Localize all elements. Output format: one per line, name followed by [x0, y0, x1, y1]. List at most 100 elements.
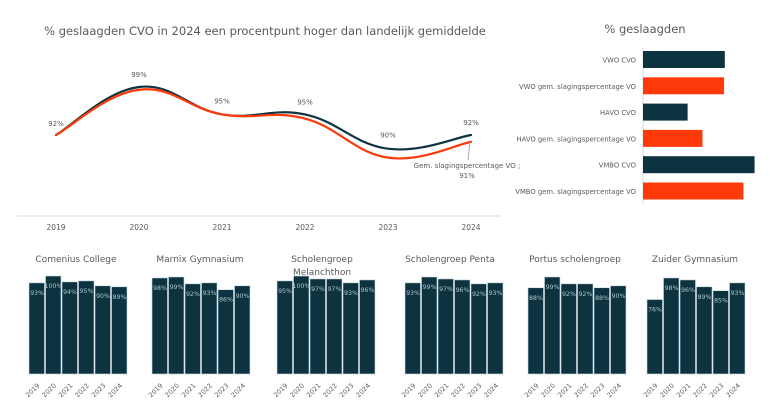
school-bar-chart: 95% 2019 100% 2020 97% 2021 97% 2022 93% 2023 96% 2…	[272, 275, 376, 399]
school-bar-label: 99%	[423, 284, 437, 291]
school-bar	[454, 279, 471, 375]
school-bar	[45, 275, 62, 375]
hbar-category-label: VWO gem. slagingspercentage VO	[519, 83, 636, 91]
school-x-tick-label: 2021	[305, 382, 322, 399]
x-tick-label: 2019	[46, 223, 65, 232]
school-x-tick-label: 2021	[57, 382, 74, 399]
school-bar-label: 99%	[546, 284, 560, 291]
school-x-tick-label: 2023	[466, 382, 483, 399]
school-x-tick-label: 2024	[355, 382, 372, 399]
data-label: 95%	[214, 97, 230, 105]
school-bar-label: 90%	[96, 293, 110, 300]
school-x-tick-label: 2020	[417, 382, 434, 399]
school-bar-label: 95%	[278, 288, 292, 295]
school-bar-label: 93%	[489, 290, 503, 297]
school-bar	[78, 280, 95, 375]
school-bar-label: 100%	[45, 283, 63, 290]
school-bar-label: 96%	[361, 287, 375, 294]
school-bar-label: 90%	[612, 293, 626, 300]
school-bar-label: 95%	[80, 288, 94, 295]
school-bar	[326, 278, 343, 375]
school-bar	[729, 282, 746, 375]
school-bar	[28, 282, 45, 375]
school-x-tick-label: 2024	[606, 382, 623, 399]
school-bar	[577, 283, 594, 375]
hbar	[643, 77, 725, 95]
school-bar-label: 93%	[731, 290, 745, 297]
national-line	[54, 88, 473, 160]
hbar	[643, 156, 755, 174]
school-bar-label: 93%	[203, 290, 217, 297]
school-bar-label: 90%	[236, 293, 250, 300]
x-tick-label: 2024	[461, 223, 480, 232]
school-bar	[404, 282, 421, 375]
school-x-tick-label: 2023	[708, 382, 725, 399]
school-bar	[560, 283, 577, 375]
school-bar-label: 92%	[186, 291, 200, 298]
school-bar-label: 94%	[63, 289, 77, 296]
school-chart-title: Marnix Gymnasium	[156, 255, 244, 265]
school-x-tick-label: 2019	[272, 382, 289, 399]
data-label: 92%	[463, 119, 479, 127]
cvo-line	[54, 85, 473, 151]
school-x-tick-label: 2019	[147, 382, 164, 399]
school-bar	[309, 278, 326, 375]
school-x-tick-label: 2023	[338, 382, 355, 399]
x-tick-label: 2021	[212, 223, 231, 232]
data-label: 92%	[48, 120, 64, 128]
school-x-tick-label: 2024	[483, 382, 500, 399]
school-x-tick-label: 2022	[74, 382, 91, 399]
school-bar	[201, 282, 218, 375]
school-bar-label: 86%	[219, 297, 233, 304]
school-x-tick-label: 2020	[41, 382, 58, 399]
school-x-tick-label: 2024	[230, 382, 247, 399]
school-x-tick-label: 2022	[573, 382, 590, 399]
school-bar	[276, 280, 293, 375]
school-bar-label: 92%	[472, 291, 486, 298]
school-bar	[470, 283, 487, 375]
school-x-tick-label: 2020	[164, 382, 181, 399]
school-bar	[61, 281, 78, 375]
hbar	[643, 129, 703, 147]
school-x-tick-label: 2022	[322, 382, 339, 399]
hbar	[643, 182, 744, 200]
school-bar-label: 93%	[406, 290, 420, 297]
school-x-tick-label: 2022	[450, 382, 467, 399]
school-bar	[593, 287, 610, 375]
school-bar	[168, 276, 185, 375]
school-bar-label: 97%	[311, 286, 325, 293]
school-bar-label: 85%	[714, 298, 728, 305]
school-x-tick-label: 2020	[289, 382, 306, 399]
school-chart-title: Portus scholengroep	[529, 255, 621, 265]
annotation-leader	[467, 141, 471, 161]
school-chart-title-line: Scholengroep	[291, 255, 353, 265]
school-bar	[544, 276, 561, 375]
school-chart-title: Scholengroep Penta	[405, 255, 495, 265]
school-bar-label: 99%	[170, 284, 184, 291]
data-label: 95%	[297, 98, 313, 106]
hbar-category-label: VWO CVO	[602, 57, 636, 65]
school-bar-label: 76%	[648, 307, 662, 314]
school-bar-label: 88%	[529, 295, 543, 302]
school-bar-chart: 88% 2019 99% 2020 92% 2021 92% 2022 88% 2023 90% 20…	[523, 276, 627, 399]
school-bar	[646, 299, 663, 375]
hbar-chart-title: % geslaagden	[604, 22, 686, 36]
school-bar	[610, 285, 627, 375]
school-bar-label: 88%	[595, 295, 609, 302]
school-bar-label: 93%	[344, 290, 358, 297]
school-x-tick-label: 2020	[659, 382, 676, 399]
school-bar	[342, 282, 359, 375]
school-x-tick-label: 2024	[107, 382, 124, 399]
school-bar	[359, 279, 376, 375]
school-bar-chart: 76% 2019 98% 2020 96% 2021 89% 2022 85% 2023 93% 20…	[642, 277, 746, 399]
hbar	[643, 103, 688, 121]
school-bar	[437, 278, 454, 375]
school-chart-title-line: Melanchthon	[292, 268, 352, 278]
annotation-label: Gem. slagingspercentage VO ;	[414, 162, 521, 170]
school-bar	[712, 290, 729, 375]
data-label: 99%	[131, 71, 147, 79]
school-bar	[293, 275, 310, 375]
school-x-tick-label: 2019	[400, 382, 417, 399]
school-bar	[234, 285, 251, 375]
school-bar-label: 92%	[579, 291, 593, 298]
